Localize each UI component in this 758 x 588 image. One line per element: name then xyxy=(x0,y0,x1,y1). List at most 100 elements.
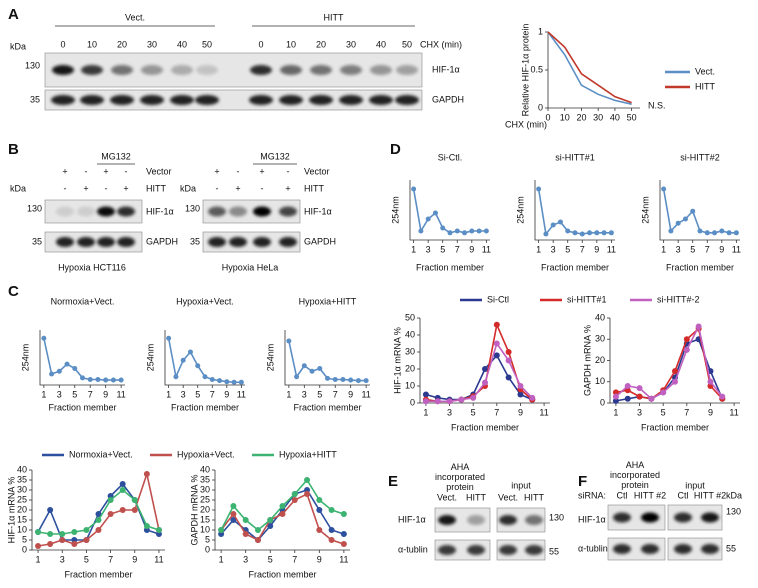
kda-label: kDa xyxy=(726,490,742,500)
x-axis-label: Fraction member xyxy=(248,569,316,579)
axis xyxy=(164,330,245,386)
data-point xyxy=(476,228,482,234)
blot-band xyxy=(613,544,631,554)
data-point xyxy=(254,537,261,543)
sign: - xyxy=(261,183,264,193)
blot-band xyxy=(309,95,333,105)
group-label: Vect. xyxy=(125,12,145,22)
series-line xyxy=(425,353,533,401)
y-tick-label: 30 xyxy=(200,484,210,494)
x-tick-label: 5 xyxy=(317,389,322,399)
marker-label: 35 xyxy=(32,236,42,246)
data-point xyxy=(458,396,465,403)
data-point xyxy=(103,377,109,383)
data-point xyxy=(454,228,460,234)
legend-label: Normoxia+Vect. xyxy=(69,449,133,459)
x-tick-label: 9 xyxy=(317,554,322,564)
data-point xyxy=(434,398,441,405)
lane-label: 0 xyxy=(258,39,263,49)
x-tick-label: 7 xyxy=(580,244,585,254)
series-line xyxy=(537,188,612,236)
data-point xyxy=(672,378,678,385)
row-label: Vector xyxy=(304,166,330,176)
data-point xyxy=(224,379,230,385)
x-tick-label: 9 xyxy=(469,244,474,254)
data-point xyxy=(279,511,286,517)
data-point xyxy=(340,531,347,537)
blot-band xyxy=(111,65,133,75)
data-point xyxy=(217,378,223,384)
kda-label: kDa xyxy=(10,183,26,193)
y-tick-label: 10 xyxy=(17,524,27,534)
data-point xyxy=(56,368,62,374)
data-point xyxy=(131,497,138,503)
blot-band xyxy=(438,515,456,525)
x-tick-label: 1 xyxy=(536,244,541,254)
x-tick-label: 5 xyxy=(72,389,77,399)
data-point xyxy=(624,383,631,389)
data-point xyxy=(143,523,150,529)
x-tick-label: 11 xyxy=(732,244,741,254)
data-point xyxy=(291,497,298,503)
data-point xyxy=(340,541,347,547)
blot-band xyxy=(369,95,393,105)
blot-band xyxy=(117,206,135,217)
data-point xyxy=(328,507,335,513)
blot-band xyxy=(56,206,74,217)
y-tick-label: 25 xyxy=(17,494,27,504)
data-point xyxy=(131,507,138,513)
data-point xyxy=(328,527,335,533)
x-axis-label: Fraction member xyxy=(666,262,734,272)
x-tick-label: 5 xyxy=(690,244,695,254)
lane-label: 30 xyxy=(147,39,157,49)
data-point xyxy=(119,507,126,513)
data-point xyxy=(648,395,655,402)
treatment-label: MG132 xyxy=(101,151,131,161)
data-point xyxy=(143,471,150,477)
marker-label: 35 xyxy=(30,94,40,104)
data-point xyxy=(95,527,102,533)
blot-band xyxy=(395,95,419,105)
x-tick-label: 9 xyxy=(103,389,108,399)
data-point xyxy=(505,357,512,364)
blot-band xyxy=(229,237,247,247)
blot-band xyxy=(467,515,485,525)
x-tick-label: 1 xyxy=(219,554,224,564)
data-point xyxy=(83,537,90,543)
y-tick-label: 0.5 xyxy=(530,64,543,74)
sign: + xyxy=(103,166,108,176)
x-tick-label: 1 xyxy=(41,389,46,399)
data-point xyxy=(668,228,674,234)
data-point xyxy=(230,503,237,509)
data-point xyxy=(328,537,335,543)
x-tick-label: 1 xyxy=(661,244,666,254)
blot-band xyxy=(438,545,456,555)
data-point xyxy=(340,511,347,517)
data-point xyxy=(59,537,66,543)
data-point xyxy=(612,393,619,400)
blot-band xyxy=(196,65,218,75)
x-tick-label: 3 xyxy=(426,244,431,254)
blot-band xyxy=(171,65,193,75)
data-point xyxy=(529,394,536,401)
data-point xyxy=(340,377,346,382)
blot-band xyxy=(613,512,631,523)
blot-band xyxy=(279,237,297,247)
data-point xyxy=(80,375,85,381)
x-tick-label: 11 xyxy=(729,407,738,417)
lane-label: Vect. xyxy=(498,492,518,502)
marker-label: 130 xyxy=(27,203,42,213)
data-point xyxy=(119,487,126,493)
data-point xyxy=(719,228,725,234)
x-tick-label: 1 xyxy=(36,554,41,564)
blot-header: AHA incorporated protein xyxy=(434,462,486,492)
y-axis-label: 254nm xyxy=(640,196,650,224)
axis xyxy=(547,32,640,109)
y-tick-label: 50 xyxy=(405,312,415,322)
x-tick-label: 5 xyxy=(195,389,200,399)
lane-label: 20 xyxy=(117,39,127,49)
lane-label: 10 xyxy=(286,39,296,49)
data-point xyxy=(47,541,54,547)
data-point xyxy=(35,529,42,535)
lane-label: HITT xyxy=(524,492,544,502)
